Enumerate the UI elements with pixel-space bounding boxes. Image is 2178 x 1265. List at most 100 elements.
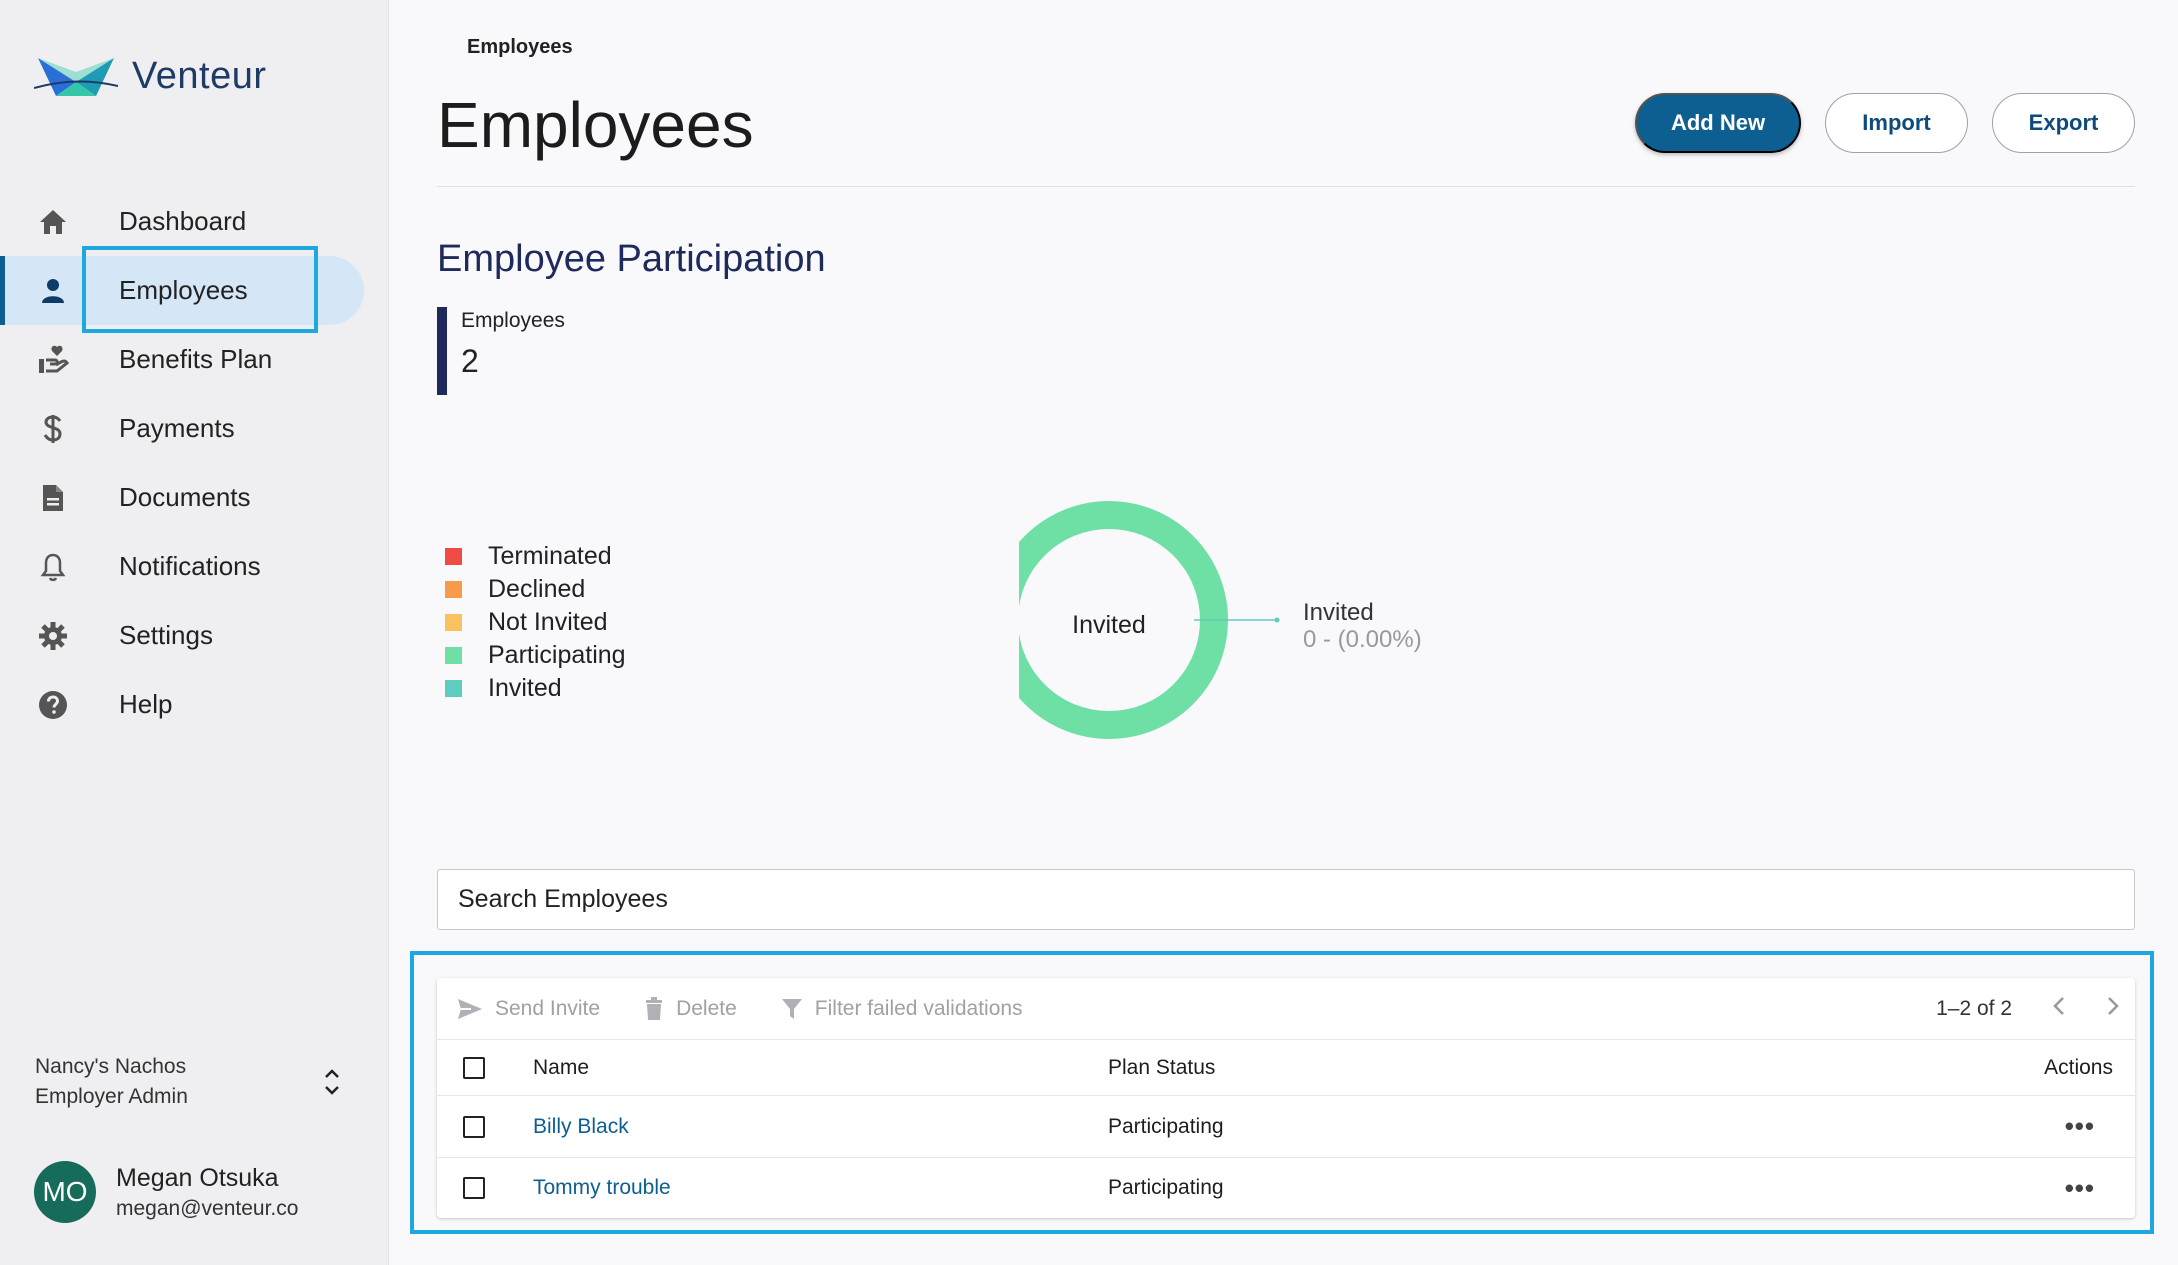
legend-swatch	[445, 614, 462, 631]
header-divider	[437, 186, 2135, 187]
column-header-plan-status[interactable]: Plan Status	[1108, 1055, 1216, 1079]
pagination: 1–2 of 2	[1936, 978, 2120, 1040]
sidebar-item-label: Dashboard	[119, 206, 247, 236]
legend-item[interactable]: Participating	[445, 639, 626, 672]
send-invite-button[interactable]: Send Invite	[457, 997, 600, 1021]
sidebar-item-settings[interactable]: Settings	[0, 601, 389, 670]
person-icon	[36, 274, 70, 308]
chart-legend: Terminated Declined Not Invited Particip…	[445, 540, 626, 705]
sidebar-item-label: Documents	[119, 482, 251, 512]
sidebar-item-label: Payments	[119, 413, 235, 443]
venteur-logo-icon	[34, 58, 118, 96]
send-invite-label: Send Invite	[495, 996, 601, 1020]
org-name: Nancy's Nachos	[35, 1055, 187, 1078]
table-row: Billy Black Participating •••	[437, 1096, 2135, 1158]
table-header-row: Name Plan Status Actions	[437, 1040, 2135, 1096]
chevron-left-icon[interactable]	[2052, 995, 2066, 1024]
legend-item[interactable]: Declined	[445, 573, 626, 606]
header-actions: Add New Import Export	[1635, 93, 2135, 153]
sidebar-item-label: Help	[119, 689, 173, 719]
delete-label: Delete	[676, 996, 737, 1020]
avatar: MO	[34, 1161, 96, 1223]
bell-icon	[36, 550, 70, 584]
row-checkbox[interactable]	[463, 1115, 485, 1138]
employees-table: Send Invite Delete Filter failed validat…	[437, 978, 2135, 1218]
sidebar-item-payments[interactable]: Payments	[0, 394, 389, 463]
chevron-right-icon[interactable]	[2106, 995, 2120, 1024]
venteur-logo[interactable]: Venteur	[34, 52, 267, 100]
user-profile[interactable]: MO Megan Otsuka megan@venteur.co	[34, 1161, 298, 1223]
legend-label: Invited	[488, 674, 562, 702]
employee-name-link[interactable]: Tommy trouble	[533, 1176, 671, 1199]
sidebar-item-label: Settings	[119, 620, 213, 650]
user-name: Megan Otsuka	[116, 1163, 279, 1192]
participation-donut-chart[interactable]: Invited Invited 0 - (0.00%)	[1019, 490, 1579, 750]
legend-swatch	[445, 647, 462, 664]
column-header-actions: Actions	[2044, 1055, 2113, 1079]
delete-button[interactable]: Delete	[644, 996, 737, 1021]
document-icon	[36, 481, 70, 515]
legend-swatch	[445, 581, 462, 598]
sidebar-item-employees[interactable]: Employees	[0, 256, 364, 325]
sidebar-item-documents[interactable]: Documents	[0, 463, 389, 532]
dollar-icon	[36, 412, 70, 446]
hand-heart-icon	[36, 343, 70, 377]
org-role: Employer Admin	[35, 1085, 188, 1108]
legend-swatch	[445, 548, 462, 565]
send-icon	[458, 998, 482, 1019]
stat-label: Employees	[461, 309, 565, 332]
gear-icon	[36, 619, 70, 653]
page-title: Employees	[437, 89, 754, 161]
import-button[interactable]: Import	[1825, 93, 1968, 153]
trash-icon	[646, 996, 663, 1020]
employee-count-stat: Employees 2	[437, 307, 565, 395]
sidebar-item-dashboard[interactable]: Dashboard	[0, 187, 389, 256]
employees-highlight-box	[82, 246, 318, 333]
sidebar: Venteur Dashboard Employees Benefits Pla…	[0, 0, 389, 1265]
filter-icon	[781, 998, 802, 1019]
filter-label: Filter failed validations	[814, 996, 1023, 1020]
legend-swatch	[445, 680, 462, 697]
legend-item[interactable]: Not Invited	[445, 606, 626, 639]
sidebar-nav: Dashboard Employees Benefits Plan Paymen…	[0, 187, 389, 739]
stat-value: 2	[461, 343, 479, 379]
sidebar-item-label: Employees	[119, 275, 248, 305]
legend-label: Not Invited	[488, 608, 608, 636]
more-actions-icon[interactable]: •••	[2064, 1172, 2095, 1203]
table-highlight-box	[410, 951, 2154, 1234]
filter-failed-validations-button[interactable]: Filter failed validations	[781, 997, 1023, 1021]
search-input[interactable]: Search Employees	[437, 869, 2135, 930]
sidebar-item-notifications[interactable]: Notifications	[0, 532, 389, 601]
employee-name-link[interactable]: Billy Black	[533, 1114, 629, 1138]
breadcrumb[interactable]: Employees	[467, 36, 573, 58]
callout-label: Invited	[1303, 599, 1374, 626]
plan-status-cell: Participating	[1108, 1114, 1224, 1138]
add-new-button[interactable]: Add New	[1635, 93, 1801, 153]
sidebar-item-benefits-plan[interactable]: Benefits Plan	[0, 325, 389, 394]
callout-value: 0 - (0.00%)	[1303, 626, 1422, 653]
home-icon	[36, 205, 70, 239]
legend-item[interactable]: Terminated	[445, 540, 626, 573]
sidebar-item-help[interactable]: Help	[0, 670, 389, 739]
legend-item[interactable]: Invited	[445, 672, 626, 705]
legend-label: Declined	[488, 575, 586, 603]
more-actions-icon[interactable]: •••	[2064, 1111, 2095, 1141]
table-toolbar: Send Invite Delete Filter failed validat…	[437, 978, 2135, 1040]
row-checkbox[interactable]	[463, 1177, 485, 1199]
select-all-checkbox[interactable]	[463, 1056, 485, 1079]
plan-status-cell: Participating	[1108, 1176, 1224, 1199]
legend-label: Participating	[488, 641, 626, 669]
expand-collapse-icon[interactable]	[322, 1066, 342, 1103]
export-button[interactable]: Export	[1992, 93, 2135, 153]
pagination-range: 1–2 of 2	[1936, 997, 2012, 1020]
section-title: Employee Participation	[437, 238, 826, 280]
help-icon	[36, 688, 70, 722]
table-row: Tommy trouble Participating •••	[437, 1158, 2135, 1218]
user-email: megan@venteur.co	[116, 1196, 299, 1220]
donut-center-label: Invited	[1072, 611, 1146, 639]
sidebar-item-label: Notifications	[119, 551, 261, 581]
sidebar-item-label: Benefits Plan	[119, 344, 273, 374]
org-switcher[interactable]: Nancy's Nachos Employer Admin	[35, 1052, 188, 1112]
brand-name: Venteur	[132, 54, 267, 97]
column-header-name[interactable]: Name	[533, 1055, 590, 1079]
